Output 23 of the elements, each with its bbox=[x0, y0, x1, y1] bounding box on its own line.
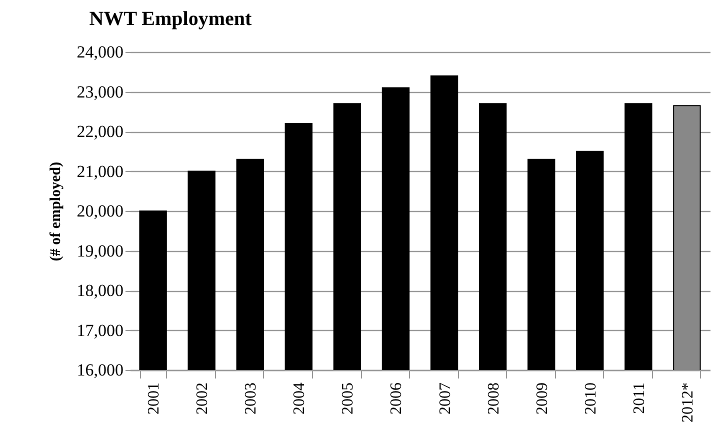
x-tick-label: 2006 bbox=[388, 382, 406, 414]
x-tick-label: 2009 bbox=[534, 382, 551, 414]
y-tick-label: 17,000 bbox=[76, 320, 124, 340]
x-tick-label: 2001 bbox=[146, 382, 163, 414]
x-tick-label: 2008 bbox=[485, 382, 502, 414]
y-tick-label: 24,000 bbox=[76, 42, 124, 62]
y-tick-label: 18,000 bbox=[76, 281, 124, 300]
y-tick-label: 21,000 bbox=[76, 162, 124, 181]
x-tick-label: 2003 bbox=[242, 382, 260, 414]
x-tick-label: 2012* bbox=[679, 382, 696, 422]
x-tick-label: 2005 bbox=[340, 382, 357, 414]
y-tick-label: 23,000 bbox=[76, 82, 124, 102]
y-axis-title: (# of employed) bbox=[48, 162, 64, 262]
y-tick-label: 16,000 bbox=[76, 360, 124, 380]
x-tick-label: 2010 bbox=[582, 382, 600, 414]
chart-title: NWT Employment bbox=[89, 8, 252, 30]
x-tick-label: 2002 bbox=[194, 382, 212, 414]
y-tick-label: 22,000 bbox=[76, 122, 124, 141]
y-tick-label: 19,000 bbox=[76, 241, 124, 260]
x-tick-label: 2011 bbox=[630, 382, 648, 414]
y-tick-label: 20,000 bbox=[76, 202, 124, 220]
x-tick-label: 2007 bbox=[436, 382, 454, 414]
x-tick-label: 2004 bbox=[291, 382, 308, 414]
